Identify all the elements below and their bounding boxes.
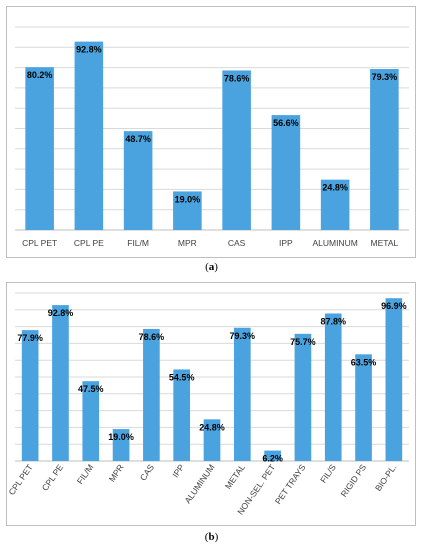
bar [25,67,54,230]
data-label: 79.3% [372,72,398,82]
chart-b-svg: 77.9% CPL PET 92.8% CPL PE 47.5% FIL/M 19.0% MP… [7,292,409,517]
x-tick-label: CAS [228,238,246,248]
chart-a-svg: 80.2% CPL PET 92.8% CPL PE 48.7% FIL/M 19.0% MP… [15,26,409,248]
data-label: 77.9% [17,333,43,343]
bar [320,179,350,230]
caption-b-letter: b [208,531,215,543]
bar [233,327,251,461]
bar [294,333,312,461]
bar [74,41,104,231]
x-tick-label: IPP [279,238,293,248]
x-tick-label: IPP [170,462,186,479]
x-tick-label: ALUMINUM [182,462,216,505]
x-tick-label: FIL/M [75,462,96,486]
x-tick-label: RIGID PS [339,462,369,499]
bar [324,313,342,461]
data-label: 56.6% [273,118,299,128]
data-label: 24.8% [199,422,225,432]
caption-a-letter: a [208,261,215,273]
data-label: 96.9% [381,301,407,311]
bar [123,131,153,230]
data-label: 48.7% [125,134,151,144]
bar [355,354,372,461]
x-tick-label: METAL [223,462,247,491]
x-tick-label: MPR [178,238,197,248]
bar [385,298,403,461]
x-tick-label: FIL/S [318,462,338,485]
data-label: 92.8% [48,308,74,318]
x-tick-label: PET TRAYS [273,462,308,506]
bar [370,69,399,230]
x-tick-label: CPL PET [22,238,57,248]
data-label: 75.7% [290,337,316,347]
bar [271,115,301,230]
data-label: 24.8% [322,183,348,193]
x-tick-label: MPR [107,462,126,483]
bar [112,429,130,461]
x-tick-label: METAL [371,238,399,248]
chart-a: 80.2% CPL PET 92.8% CPL PE 48.7% FIL/M 19.0% MP… [6,6,416,258]
x-tick-label: CPL PE [74,238,104,248]
data-label: 47.5% [78,384,104,394]
bar [173,369,191,461]
data-label: 79.3% [230,331,256,341]
x-tick-label: ALUMINUM [312,238,357,248]
bar [264,450,281,461]
data-label: 19.0% [108,432,134,442]
data-label: 54.5% [169,372,195,382]
data-label: 63.5% [351,357,377,367]
data-label: 6.2% [262,454,283,464]
bar [222,70,251,230]
caption-a: (a) [205,261,218,273]
bar [82,381,100,461]
caption-b: (b) [204,531,219,543]
data-label: 78.6% [139,332,165,342]
data-label: 80.2% [27,70,53,80]
bar [173,191,202,230]
bar [203,419,221,461]
chart-b: 77.9% CPL PET 92.8% CPL PE 47.5% FIL/M 19.0% MP… [6,282,416,526]
x-tick-label: CPL PET [7,462,35,497]
bar [143,328,160,461]
data-label: 19.0% [175,194,201,204]
data-label: 78.6% [224,73,250,83]
x-tick-label: BIO-PL. [373,462,399,493]
x-tick-label: CAS [138,462,156,482]
data-label: 87.8% [320,316,346,326]
x-tick-label: FIL/M [127,238,149,248]
bar [21,330,39,461]
data-label: 92.8% [76,45,102,55]
bar [52,305,69,461]
x-tick-label: CPL PE [40,462,66,493]
